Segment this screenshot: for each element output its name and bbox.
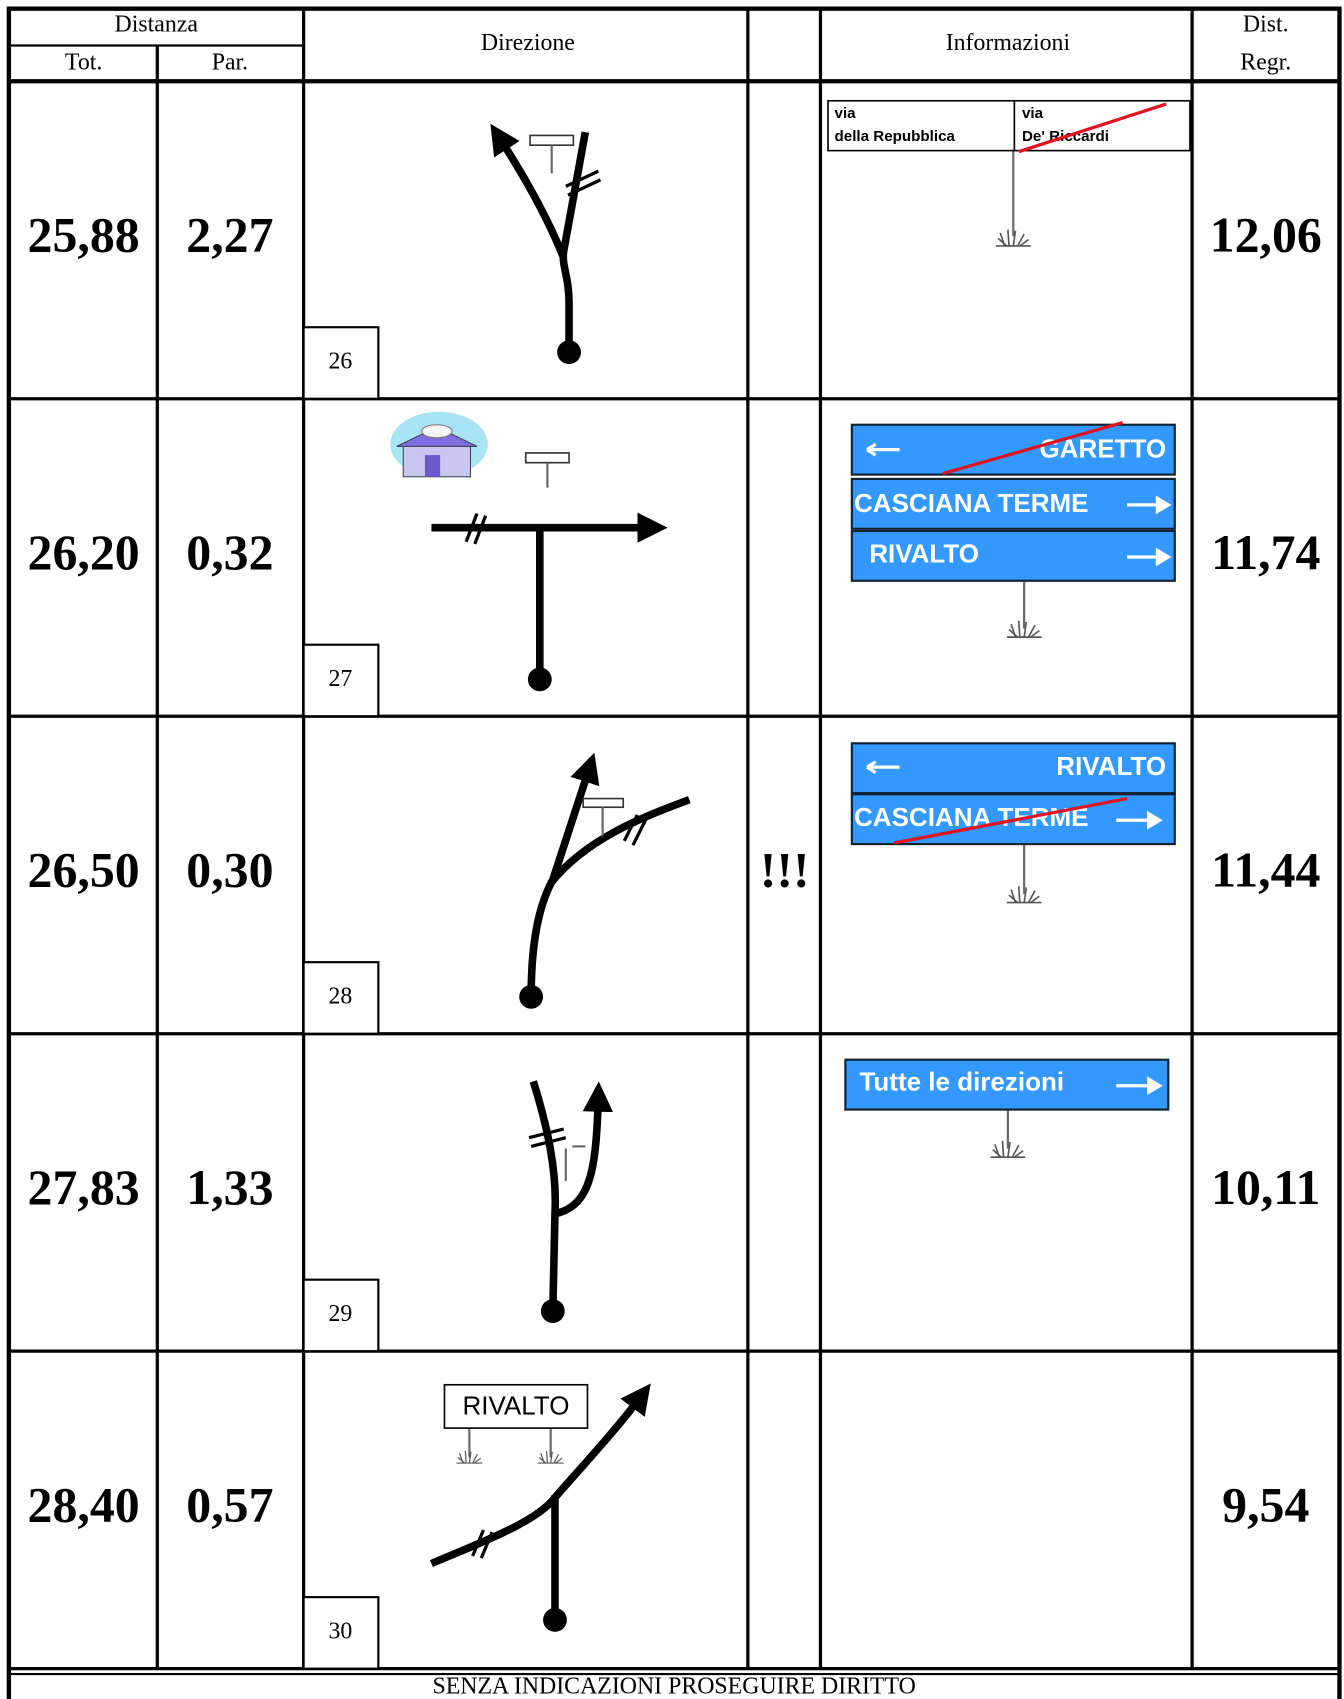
partial-distance: 0,57 [186,1477,273,1532]
road-diagram [528,1080,614,1324]
header-par: Par. [212,49,248,75]
step-number-box [302,1278,380,1353]
road-diagram [490,123,602,365]
step-number-box [302,961,380,1035]
building-icon [390,411,488,478]
header-distanza: Distanza [115,11,199,37]
sign-text: CASCIANA TERME [854,488,1088,518]
step-number-box [302,643,380,718]
sign-text: via [835,105,857,122]
direction-sign-text: RIVALTO [463,1390,570,1420]
partial-distance: 1,33 [186,1160,273,1215]
regr-distance: 11,74 [1211,525,1320,580]
table-grid [6,6,1342,1699]
sign-text: via [1022,105,1044,122]
tot-distance: 28,40 [28,1477,140,1532]
step-number: 27 [329,666,353,692]
sign-text: della Repubblica [835,128,956,145]
footer-note: SENZA INDICAZIONI PROSEGUIRE DIRITTO [432,1674,915,1699]
info-sign: Tutte le direzioni [844,1058,1170,1159]
sign-text: RIVALTO [869,539,979,569]
table-border [6,6,1342,1699]
partial-distance: 0,32 [186,525,273,580]
partial-distance: 2,27 [186,207,273,262]
step-number: 26 [329,348,353,374]
regr-distance: 11,44 [1211,842,1320,897]
info-sign: GARETTO CASCIANA TERME RIVALTO [850,421,1176,639]
step-number-box [302,1596,380,1670]
sign-text: GARETTO [1039,434,1166,464]
step-number: 29 [329,1301,353,1327]
alert-marker: !!! [760,842,810,897]
tot-distance: 26,50 [28,842,140,897]
step-number-box [302,326,380,400]
road-diagram: RIVALTO [429,1383,651,1632]
sign-text: Tutte le direzioni [859,1066,1064,1096]
header-regr: Regr. [1240,49,1291,75]
sign-text: RIVALTO [1056,751,1166,781]
header-dist: Dist. [1243,11,1289,37]
road-diagram [390,411,668,692]
header-tot: Tot. [65,49,102,75]
regr-distance: 12,06 [1210,207,1322,262]
tot-distance: 25,88 [28,207,140,262]
regr-distance: 9,54 [1222,1477,1309,1532]
tot-distance: 26,20 [28,525,140,580]
step-number: 28 [329,983,353,1009]
partial-distance: 0,30 [186,842,273,897]
regr-distance: 10,11 [1211,1160,1320,1215]
tot-distance: 27,83 [28,1160,140,1215]
header-informazioni: Informazioni [946,30,1071,56]
step-number: 30 [329,1618,353,1644]
info-sign: RIVALTO CASCIANA TERME [850,742,1176,904]
info-sign: via della Repubblica via De' Riccardi [827,99,1191,248]
road-diagram [519,752,691,1009]
header-direzione: Direzione [481,30,575,56]
